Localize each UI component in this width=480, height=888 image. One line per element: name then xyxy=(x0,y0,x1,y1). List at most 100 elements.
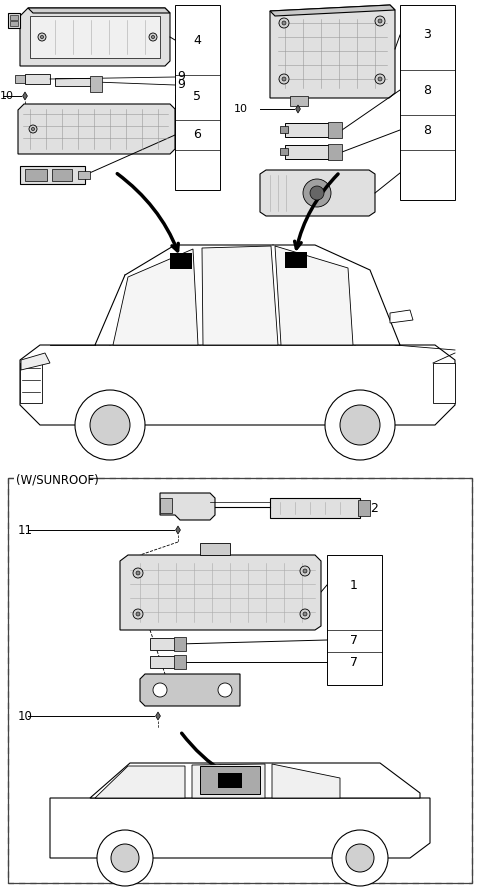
Bar xyxy=(25,169,47,181)
Polygon shape xyxy=(270,498,360,518)
Text: 5: 5 xyxy=(193,91,201,104)
Bar xyxy=(328,144,342,160)
Text: 10: 10 xyxy=(18,710,33,723)
Circle shape xyxy=(279,18,289,28)
Bar xyxy=(10,21,18,26)
Bar xyxy=(20,363,42,403)
Polygon shape xyxy=(21,353,50,370)
Circle shape xyxy=(282,77,286,81)
Text: 10: 10 xyxy=(234,104,248,114)
Circle shape xyxy=(346,844,374,872)
Bar xyxy=(200,766,260,794)
Polygon shape xyxy=(28,8,170,13)
Polygon shape xyxy=(18,104,175,154)
Polygon shape xyxy=(275,246,353,345)
Polygon shape xyxy=(285,123,332,137)
Circle shape xyxy=(136,571,140,575)
Polygon shape xyxy=(23,92,27,100)
Polygon shape xyxy=(120,555,321,630)
Bar xyxy=(327,555,382,685)
Polygon shape xyxy=(90,763,420,798)
Text: 6: 6 xyxy=(193,129,201,141)
Polygon shape xyxy=(20,166,85,184)
Text: 9: 9 xyxy=(177,70,185,83)
Polygon shape xyxy=(55,78,95,86)
Circle shape xyxy=(310,186,324,200)
Polygon shape xyxy=(192,764,265,798)
Circle shape xyxy=(303,179,331,207)
Text: 8: 8 xyxy=(423,83,431,97)
Circle shape xyxy=(378,77,382,81)
Polygon shape xyxy=(150,656,178,668)
Circle shape xyxy=(90,405,130,445)
Polygon shape xyxy=(285,145,332,159)
Polygon shape xyxy=(150,638,178,650)
Bar xyxy=(160,498,172,513)
Text: (W/SUNROOF): (W/SUNROOF) xyxy=(16,473,99,487)
Circle shape xyxy=(300,609,310,619)
Circle shape xyxy=(378,19,382,23)
Circle shape xyxy=(340,405,380,445)
Bar xyxy=(174,655,186,669)
Polygon shape xyxy=(113,249,198,345)
Circle shape xyxy=(332,830,388,886)
Polygon shape xyxy=(95,766,185,798)
Text: 11: 11 xyxy=(18,524,33,536)
Polygon shape xyxy=(202,246,278,345)
Bar xyxy=(52,169,72,181)
Bar xyxy=(90,76,102,92)
Bar xyxy=(10,15,18,20)
Circle shape xyxy=(40,36,44,38)
Bar xyxy=(285,252,307,268)
Bar xyxy=(280,148,288,155)
Circle shape xyxy=(31,127,35,131)
Polygon shape xyxy=(270,5,395,16)
Polygon shape xyxy=(272,764,340,798)
Polygon shape xyxy=(156,712,160,720)
Polygon shape xyxy=(20,8,170,66)
Polygon shape xyxy=(95,245,400,345)
Circle shape xyxy=(375,16,385,26)
Circle shape xyxy=(300,566,310,576)
Polygon shape xyxy=(296,105,300,113)
Text: 3: 3 xyxy=(423,28,431,42)
Circle shape xyxy=(38,33,46,41)
Polygon shape xyxy=(25,74,50,84)
Circle shape xyxy=(151,36,155,38)
Circle shape xyxy=(282,21,286,25)
Polygon shape xyxy=(8,13,20,28)
Bar xyxy=(328,122,342,138)
Bar xyxy=(8,478,472,883)
Circle shape xyxy=(279,74,289,84)
Text: 8: 8 xyxy=(423,123,431,137)
Text: 2: 2 xyxy=(370,502,378,514)
Bar xyxy=(15,75,25,83)
Bar xyxy=(200,543,230,555)
Circle shape xyxy=(136,612,140,616)
Polygon shape xyxy=(140,674,240,706)
Bar xyxy=(400,5,455,200)
Bar xyxy=(78,171,90,179)
Circle shape xyxy=(218,683,232,697)
Polygon shape xyxy=(20,345,455,425)
Text: 9: 9 xyxy=(177,78,185,91)
Bar xyxy=(218,773,242,788)
Circle shape xyxy=(133,609,143,619)
Bar xyxy=(14,474,89,484)
Circle shape xyxy=(75,390,145,460)
Polygon shape xyxy=(270,5,395,98)
Circle shape xyxy=(153,683,167,697)
Circle shape xyxy=(325,390,395,460)
Circle shape xyxy=(375,74,385,84)
Circle shape xyxy=(97,830,153,886)
Circle shape xyxy=(149,33,157,41)
Circle shape xyxy=(303,569,307,573)
Circle shape xyxy=(111,844,139,872)
Polygon shape xyxy=(260,170,375,216)
Bar xyxy=(174,637,186,651)
Bar xyxy=(30,16,160,58)
Text: 4: 4 xyxy=(193,34,201,46)
Polygon shape xyxy=(160,493,215,520)
Text: 10: 10 xyxy=(0,91,14,101)
Circle shape xyxy=(29,125,37,133)
